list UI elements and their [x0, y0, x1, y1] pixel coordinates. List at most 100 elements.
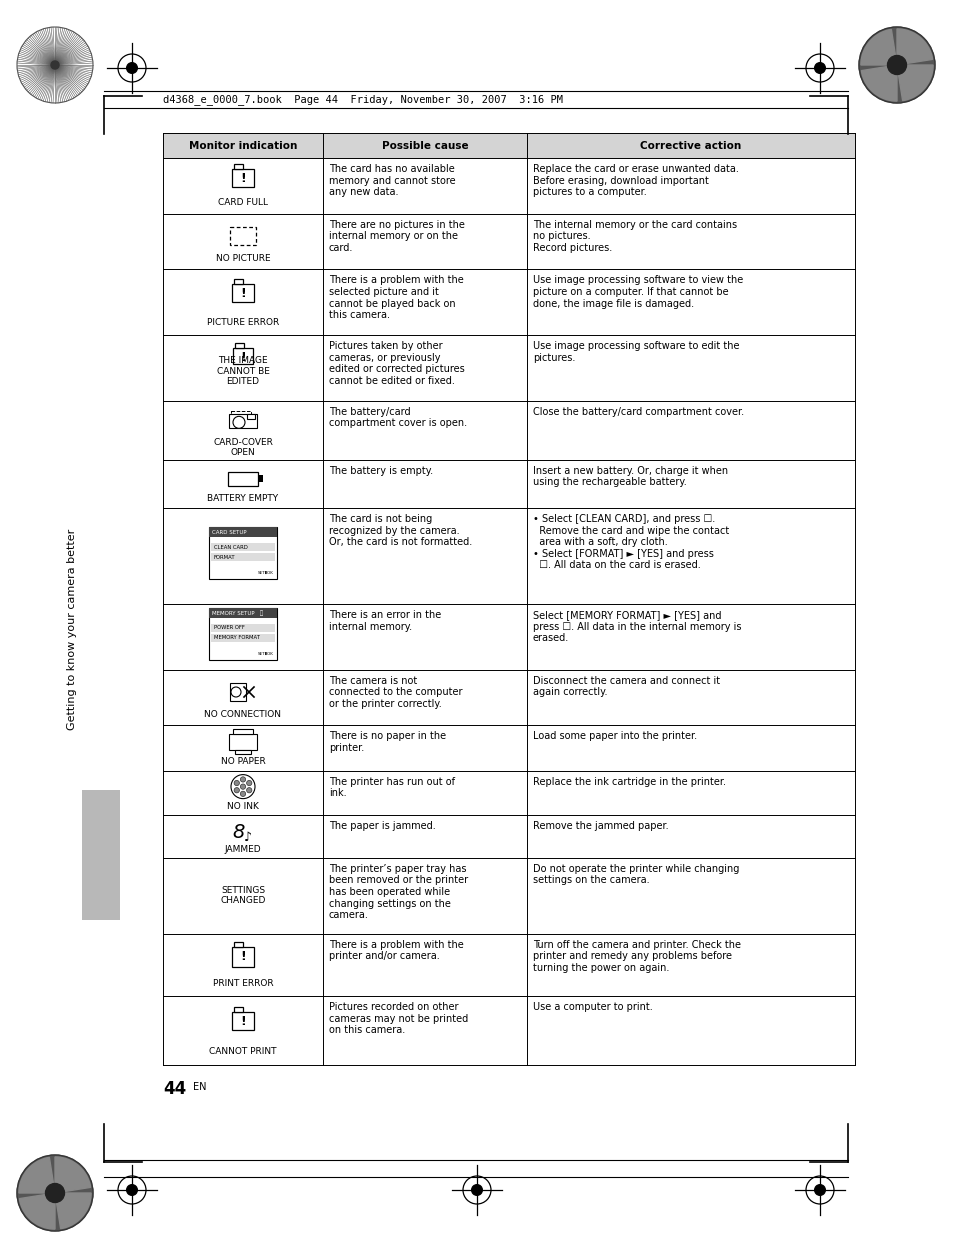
- Bar: [209, 527, 276, 537]
- Text: SETTINGS
CHANGED: SETTINGS CHANGED: [220, 886, 265, 906]
- Text: !: !: [240, 1015, 246, 1028]
- Text: The battery is empty.: The battery is empty.: [329, 465, 433, 476]
- Text: 8: 8: [233, 823, 245, 842]
- Circle shape: [814, 63, 824, 73]
- Bar: [232, 1011, 253, 1030]
- Text: CANNOT PRINT: CANNOT PRINT: [209, 1047, 276, 1055]
- Circle shape: [233, 416, 245, 428]
- Bar: [209, 527, 276, 579]
- Polygon shape: [896, 65, 932, 101]
- Text: Turn off the camera and printer. Check the
printer and remedy any problems befor: Turn off the camera and printer. Check t…: [533, 940, 740, 972]
- Text: Pictures recorded on other
cameras may not be printed
on this camera.: Pictures recorded on other cameras may n…: [329, 1003, 468, 1035]
- Text: Use a computer to print.: Use a computer to print.: [533, 1003, 652, 1013]
- Text: PICTURE ERROR: PICTURE ERROR: [207, 317, 279, 327]
- Text: CLEAN CARD: CLEAN CARD: [213, 545, 248, 550]
- Text: There is a problem with the
selected picture and it
cannot be played back on
thi: There is a problem with the selected pic…: [329, 276, 463, 321]
- Text: The paper is jammed.: The paper is jammed.: [329, 821, 436, 832]
- Text: The camera is not
connected to the computer
or the printer correctly.: The camera is not connected to the compu…: [329, 676, 462, 710]
- Circle shape: [233, 780, 239, 786]
- Circle shape: [233, 788, 239, 793]
- Text: The printer has run out of
ink.: The printer has run out of ink.: [329, 777, 455, 799]
- Text: The card is not being
recognized by the camera.
Or, the card is not formatted.: The card is not being recognized by the …: [329, 515, 472, 547]
- Text: BATTERY EMPTY: BATTERY EMPTY: [207, 494, 278, 503]
- Text: 44: 44: [163, 1081, 186, 1098]
- Text: EN: EN: [193, 1082, 206, 1092]
- Bar: [209, 608, 276, 618]
- Text: • Select [CLEAN CARD], and press ☐.
  Remove the card and wipe the contact
  are: • Select [CLEAN CARD], and press ☐. Remo…: [533, 515, 728, 570]
- Text: The battery/card
compartment cover is open.: The battery/card compartment cover is op…: [329, 406, 467, 429]
- Text: The internal memory or the card contains
no pictures.
Record pictures.: The internal memory or the card contains…: [533, 220, 737, 253]
- Bar: [232, 947, 253, 966]
- Text: Corrective action: Corrective action: [639, 141, 740, 151]
- Bar: [209, 608, 276, 660]
- Bar: [232, 284, 253, 302]
- Text: CARD SETUP: CARD SETUP: [212, 530, 247, 535]
- Bar: [247, 414, 254, 419]
- Bar: [211, 543, 274, 551]
- Text: There is a problem with the
printer and/or camera.: There is a problem with the printer and/…: [329, 940, 463, 961]
- Text: PRINT ERROR: PRINT ERROR: [213, 979, 273, 989]
- Bar: [230, 683, 246, 701]
- Bar: [211, 624, 274, 632]
- Bar: [233, 942, 243, 947]
- Bar: [229, 733, 256, 750]
- Text: MEMORY SETUP   ⓘ: MEMORY SETUP ⓘ: [212, 610, 263, 615]
- Circle shape: [17, 1155, 92, 1232]
- Text: CARD FULL: CARD FULL: [218, 199, 268, 208]
- Circle shape: [127, 63, 137, 73]
- Text: SET▮OK: SET▮OK: [258, 652, 274, 655]
- Bar: [211, 634, 274, 642]
- Bar: [211, 554, 274, 561]
- Circle shape: [240, 776, 245, 782]
- Text: ♪: ♪: [244, 830, 252, 844]
- Circle shape: [240, 791, 245, 796]
- Text: Select [MEMORY FORMAT] ► [YES] and
press ☐. All data in the internal memory is
e: Select [MEMORY FORMAT] ► [YES] and press…: [533, 610, 740, 643]
- Circle shape: [240, 784, 245, 789]
- Text: Insert a new battery. Or, charge it when
using the rechargeable battery.: Insert a new battery. Or, charge it when…: [533, 465, 727, 487]
- Circle shape: [246, 780, 252, 786]
- Text: NO CONNECTION: NO CONNECTION: [204, 710, 281, 718]
- Polygon shape: [19, 1157, 55, 1193]
- Circle shape: [814, 1185, 824, 1195]
- Text: Use image processing software to view the
picture on a computer. If that cannot : Use image processing software to view th…: [533, 276, 742, 308]
- Text: There are no pictures in the
internal memory or on the
card.: There are no pictures in the internal me…: [329, 220, 464, 253]
- Text: d4368_e_0000_7.book  Page 44  Friday, November 30, 2007  3:16 PM: d4368_e_0000_7.book Page 44 Friday, Nove…: [163, 94, 562, 104]
- Text: JAMMED: JAMMED: [225, 845, 261, 854]
- Polygon shape: [896, 29, 932, 65]
- Text: NO PAPER: NO PAPER: [220, 757, 265, 766]
- Text: !: !: [240, 287, 246, 301]
- Bar: [233, 279, 243, 284]
- Bar: [233, 728, 253, 733]
- Circle shape: [51, 60, 59, 69]
- Polygon shape: [55, 1193, 91, 1229]
- Text: The card has no available
memory and cannot store
any new data.: The card has no available memory and can…: [329, 165, 456, 198]
- Circle shape: [471, 1185, 482, 1195]
- Polygon shape: [19, 1193, 55, 1229]
- Bar: [230, 228, 255, 245]
- Text: Remove the jammed paper.: Remove the jammed paper.: [533, 821, 668, 832]
- Text: CARD-COVER
OPEN: CARD-COVER OPEN: [213, 438, 273, 458]
- Polygon shape: [860, 29, 896, 65]
- Text: Pictures taken by other
cameras, or previously
edited or corrected pictures
cann: Pictures taken by other cameras, or prev…: [329, 341, 464, 386]
- Text: Getting to know your camera better: Getting to know your camera better: [67, 528, 77, 730]
- Text: POWER OFF: POWER OFF: [213, 625, 245, 630]
- Bar: [233, 348, 253, 365]
- Circle shape: [231, 775, 254, 799]
- Text: !: !: [240, 172, 246, 185]
- Text: !: !: [240, 950, 246, 964]
- Circle shape: [231, 687, 241, 697]
- Circle shape: [858, 26, 934, 103]
- Circle shape: [886, 55, 905, 74]
- Circle shape: [46, 1184, 65, 1203]
- Text: Replace the card or erase unwanted data.
Before erasing, download important
pict: Replace the card or erase unwanted data.…: [533, 165, 739, 198]
- Circle shape: [127, 1185, 137, 1195]
- Bar: [229, 414, 256, 428]
- Text: Monitor indication: Monitor indication: [189, 141, 297, 151]
- Polygon shape: [55, 1157, 91, 1193]
- Text: Use image processing software to edit the
pictures.: Use image processing software to edit th…: [533, 341, 739, 362]
- Text: There is an error in the
internal memory.: There is an error in the internal memory…: [329, 610, 441, 632]
- Bar: [234, 343, 244, 348]
- Text: Possible cause: Possible cause: [381, 141, 468, 151]
- Bar: [163, 133, 854, 159]
- Text: FORMAT: FORMAT: [213, 555, 235, 560]
